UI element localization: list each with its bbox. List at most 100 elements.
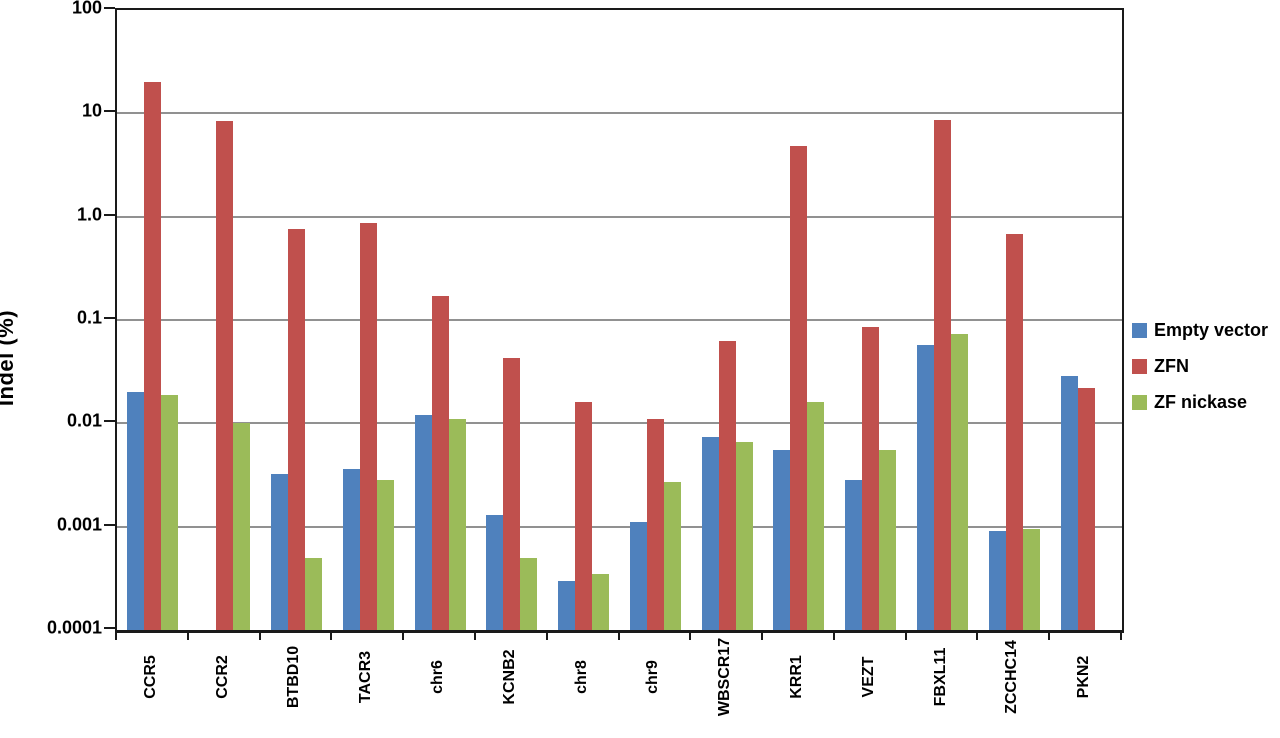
- y-tick-mark: [104, 110, 115, 113]
- bar-empty-vector-kcnb2: [486, 515, 504, 630]
- legend: Empty vector ZFN ZF nickase: [1132, 312, 1268, 420]
- y-tick-mark: [104, 213, 115, 216]
- bar-group-krr1: [773, 10, 825, 630]
- category-label-tacr3: TACR3: [357, 650, 375, 704]
- bar-group-vezt: [845, 10, 897, 630]
- bar-zfn-ccr2: [216, 121, 234, 630]
- y-tick-label-1-0: 1.0: [76, 204, 102, 225]
- gridline-1-0: [117, 215, 1122, 218]
- bar-empty-vector-fbxl11: [917, 345, 935, 630]
- legend-label-zfn: ZFN: [1154, 355, 1189, 376]
- bar-zf-nickase-krr1: [807, 402, 825, 630]
- gridline-0-001: [117, 525, 1122, 528]
- legend-swatch-zf-nickase: [1132, 394, 1147, 410]
- bar-zfn-chr9: [646, 419, 664, 630]
- category-label-chr9: chr9: [644, 660, 662, 694]
- bar-empty-vector-pkn2: [1060, 376, 1078, 630]
- bar-zfn-vezt: [862, 327, 880, 630]
- x-tick-mark: [115, 631, 117, 640]
- x-tick-mark: [905, 631, 907, 640]
- bar-empty-vector-wbscr17: [701, 437, 719, 630]
- legend-label-empty-vector: Empty vector: [1154, 319, 1269, 340]
- bar-group-tacr3: [342, 10, 394, 630]
- bar-group-fbxl11: [917, 10, 969, 630]
- x-tick-mark: [618, 631, 620, 640]
- gridline-10: [117, 112, 1122, 115]
- y-tick-mark: [104, 627, 115, 629]
- category-label-btbd10: BTBD10: [285, 645, 303, 709]
- bar-zf-nickase-kcnb2: [520, 558, 538, 630]
- bar-empty-vector-krr1: [773, 450, 791, 630]
- bar-zf-nickase-wbscr17: [735, 442, 753, 630]
- bar-group-kcnb2: [486, 10, 538, 630]
- bar-zfn-krr1: [790, 146, 808, 630]
- y-tick-label-0-0001: 0.0001: [46, 617, 102, 638]
- bar-group-ccr5: [127, 10, 179, 630]
- bar-empty-vector-chr6: [414, 415, 432, 630]
- category-label-chr8: chr8: [572, 660, 590, 694]
- y-tick-label-10: 10: [81, 100, 102, 121]
- bar-zf-nickase-ccr2: [233, 423, 251, 630]
- category-label-fbxl11: FBXL11: [931, 647, 949, 707]
- bar-zfn-kcnb2: [503, 358, 521, 630]
- x-tick-mark: [1120, 631, 1122, 640]
- plot-area: [115, 8, 1124, 633]
- gridline-0-01: [117, 422, 1122, 425]
- bar-group-chr9: [629, 10, 681, 630]
- bar-empty-vector-ccr5: [127, 392, 145, 630]
- x-tick-mark: [474, 631, 476, 640]
- gridline-0-1: [117, 319, 1122, 321]
- y-tick-label-0-001: 0.001: [56, 514, 102, 535]
- category-label-ccr5: CCR5: [141, 655, 159, 699]
- y-tick-label-100: 100: [71, 0, 102, 18]
- category-label-vezt: VEZT: [859, 656, 877, 698]
- bar-group-btbd10: [270, 10, 322, 630]
- x-tick-mark: [833, 631, 835, 640]
- legend-swatch-empty-vector: [1132, 322, 1147, 338]
- bar-zfn-chr8: [575, 402, 593, 630]
- bar-zfn-tacr3: [359, 223, 377, 630]
- bar-empty-vector-chr8: [558, 581, 576, 630]
- bar-zfn-ccr5: [144, 82, 162, 630]
- category-label-ccr2: CCR2: [213, 655, 231, 699]
- bar-group-zcchc14: [988, 10, 1040, 630]
- y-tick-mark: [104, 523, 115, 526]
- x-tick-mark: [330, 631, 332, 640]
- legend-item-empty-vector: Empty vector: [1132, 312, 1268, 348]
- bar-zfn-wbscr17: [718, 341, 736, 630]
- x-tick-mark: [976, 631, 978, 640]
- bar-zf-nickase-chr6: [448, 419, 466, 630]
- bar-zf-nickase-zcchc14: [1022, 529, 1040, 630]
- bar-group-wbscr17: [701, 10, 753, 630]
- legend-item-zf-nickase: ZF nickase: [1132, 384, 1268, 420]
- bar-zfn-fbxl11: [934, 120, 952, 630]
- category-label-zcchc14: ZCCHC14: [1003, 640, 1021, 714]
- category-label-kcnb2: KCNB2: [500, 649, 518, 705]
- x-tick-mark: [546, 631, 548, 640]
- x-tick-mark: [259, 631, 261, 640]
- bar-group-ccr2: [199, 10, 251, 630]
- bar-zf-nickase-ccr5: [161, 395, 179, 630]
- x-tick-mark: [402, 631, 404, 640]
- y-tick-mark: [104, 317, 115, 319]
- bar-zf-nickase-fbxl11: [951, 334, 969, 630]
- y-tick-mark: [104, 7, 115, 9]
- bar-zfn-pkn2: [1077, 388, 1095, 630]
- x-tick-mark: [761, 631, 763, 640]
- bar-group-pkn2: [1060, 10, 1112, 630]
- bar-zf-nickase-chr9: [663, 482, 681, 630]
- x-tick-mark: [1048, 631, 1050, 640]
- category-label-wbscr17: WBSCR17: [716, 637, 734, 717]
- y-tick-label-0-01: 0.01: [66, 410, 102, 431]
- bar-zf-nickase-btbd10: [304, 558, 322, 630]
- bar-zfn-zcchc14: [1005, 234, 1023, 630]
- bar-zfn-chr6: [431, 296, 449, 630]
- x-tick-mark: [689, 631, 691, 640]
- x-tick-mark: [187, 631, 189, 640]
- y-tick-mark: [104, 420, 115, 423]
- legend-swatch-zfn: [1132, 358, 1147, 374]
- bar-zf-nickase-vezt: [879, 450, 897, 630]
- bar-empty-vector-chr9: [629, 522, 647, 630]
- bar-empty-vector-zcchc14: [988, 531, 1006, 630]
